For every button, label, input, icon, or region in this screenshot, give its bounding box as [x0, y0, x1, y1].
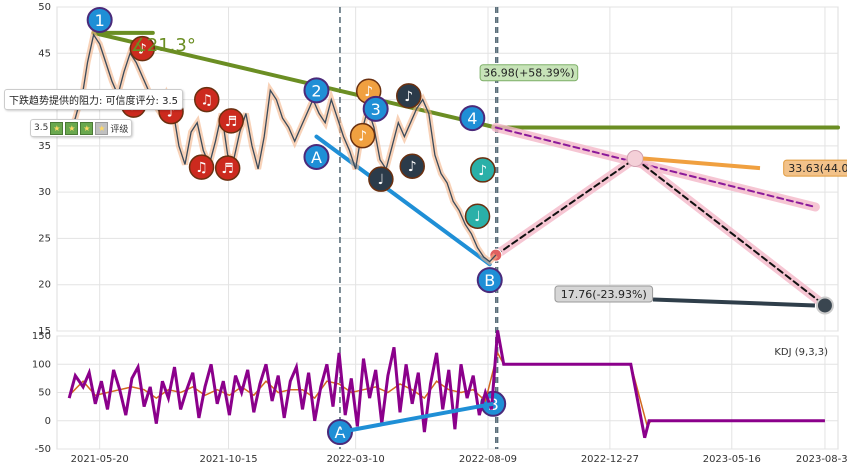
note-marker-circle: [129, 35, 156, 62]
score-star-icon: ★: [95, 121, 109, 135]
forecast-end-arrow: [652, 297, 816, 308]
note-marker-circle: [218, 108, 244, 134]
kdj-y-tick-label: 100: [32, 359, 51, 370]
forecast-peak-marker: [626, 150, 644, 168]
price-panel-frame: [56, 6, 839, 332]
wave-label-text: 3: [371, 100, 381, 119]
note-marker-circle: [368, 166, 394, 192]
price-y-tick-label: 20: [38, 280, 51, 291]
score-star-icon: ★: [65, 121, 79, 135]
score-value: 3.5: [34, 123, 49, 133]
forecast-peak-arrow: [642, 156, 761, 171]
price-y-tick-label: 15: [38, 326, 51, 337]
note-marker-circle: [214, 155, 241, 181]
kdj-divergence-line: [339, 401, 494, 435]
wave-label-text: B: [484, 271, 495, 290]
kdj-y-tick-label: 0: [45, 416, 51, 427]
kdj-series: [67, 330, 825, 439]
wave-label-text: 2: [311, 81, 321, 100]
score-star-icon: ★: [80, 121, 94, 135]
note-icon: ♬: [221, 161, 234, 177]
kdj-y-tick-label: 50: [38, 388, 51, 399]
price-series: [66, 27, 498, 266]
annotation-badge-text: 33.63(44.02%): [788, 162, 847, 175]
score-star-icon: ★: [50, 121, 64, 135]
note-icon: ♩: [378, 172, 385, 188]
wave-label-text: 1: [95, 11, 105, 30]
wave-label-text: A: [311, 148, 322, 167]
note-icon: ♪: [364, 84, 373, 100]
note-marker-circle: [464, 203, 491, 229]
note-marker-circle: [349, 122, 376, 149]
note-marker-circle: [470, 157, 496, 183]
score-stars: ★ ★ ★ ★: [50, 121, 109, 135]
note-icon: ♪: [358, 129, 367, 145]
note-icon: ♩: [474, 209, 481, 225]
x-tick-label: 2022-12-27: [581, 454, 639, 465]
note-icon: ♪: [167, 105, 176, 121]
annotation-badge: [783, 159, 847, 177]
wave-label-circle: [86, 6, 113, 33]
note-icon: ♬: [225, 114, 238, 130]
note-icon: ♪: [404, 89, 413, 105]
note-icon: ♪: [408, 159, 417, 175]
x-tick-label: 2023-05-16: [703, 454, 761, 465]
kdj-k-line: [67, 330, 825, 439]
x-tick-label: 2021-10-15: [199, 454, 257, 465]
price-y-tick-label: 25: [38, 233, 51, 244]
annotation-badge: [554, 285, 654, 303]
overlay-purple-dash: [494, 126, 817, 208]
annotation-badge: [479, 64, 579, 82]
price-y-tick-label: 35: [38, 141, 51, 152]
overlay-blue-solid: [314, 134, 492, 267]
wave-label-circle: [362, 95, 389, 122]
annotation-badge-text: 17.76(-23.93%): [561, 288, 647, 301]
price-y-tick-label: 45: [38, 48, 51, 59]
axis-ticks: 1520253035404550-500501001502021-05-2020…: [32, 2, 847, 465]
wave-label-text: A: [334, 423, 345, 442]
price-y-tick-label: 50: [38, 2, 51, 13]
price-y-tick-label: 30: [38, 187, 51, 198]
note-icon: ♪: [138, 42, 147, 58]
wave-label-circle: [326, 419, 353, 446]
wave-label-circle: [476, 267, 503, 294]
note-icon: ♫: [200, 93, 213, 109]
wave-label-circle: [459, 105, 486, 132]
wave-label-circle: [303, 143, 330, 170]
annotations: ∡21.3° 36.98(+58.39%) 33.63(44.02%) 17.76(-…: [131, 35, 847, 303]
kdj-y-tick-label: 150: [32, 331, 51, 342]
kdj-y-tick-label: -50: [35, 444, 51, 455]
note-marker-circle: [399, 153, 425, 179]
angle-annotation: ∡21.3°: [131, 35, 196, 56]
resistance-tooltip: 下跌趋势提供的阻力: 可信度评分: 3.5: [4, 89, 183, 110]
annotation-badge-text: 36.98(+58.39%): [483, 67, 574, 80]
x-tick-label: 2022-03-10: [327, 454, 385, 465]
price-line: [68, 33, 497, 263]
forecast-end-marker: [815, 296, 834, 315]
note-marker-circle: [194, 86, 220, 113]
confidence-score[interactable]: 3.5 ★ ★ ★ ★ 评级: [30, 119, 133, 137]
note-icon: ♫: [195, 160, 208, 176]
x-tick-label: 2023-08-31: [796, 454, 847, 465]
wave-label-text: 4: [467, 109, 477, 128]
note-marker-circle: [396, 83, 422, 109]
note-icon: ♪: [478, 163, 487, 179]
x-tick-label: 2022-08-09: [459, 454, 517, 465]
score-suffix: 评级: [110, 124, 129, 135]
x-tick-label: 2021-05-20: [71, 454, 129, 465]
kdj-title: KDJ (9,3,3): [774, 347, 828, 358]
wave-label-circle: [303, 77, 330, 104]
note-marker-circle: [188, 154, 215, 180]
